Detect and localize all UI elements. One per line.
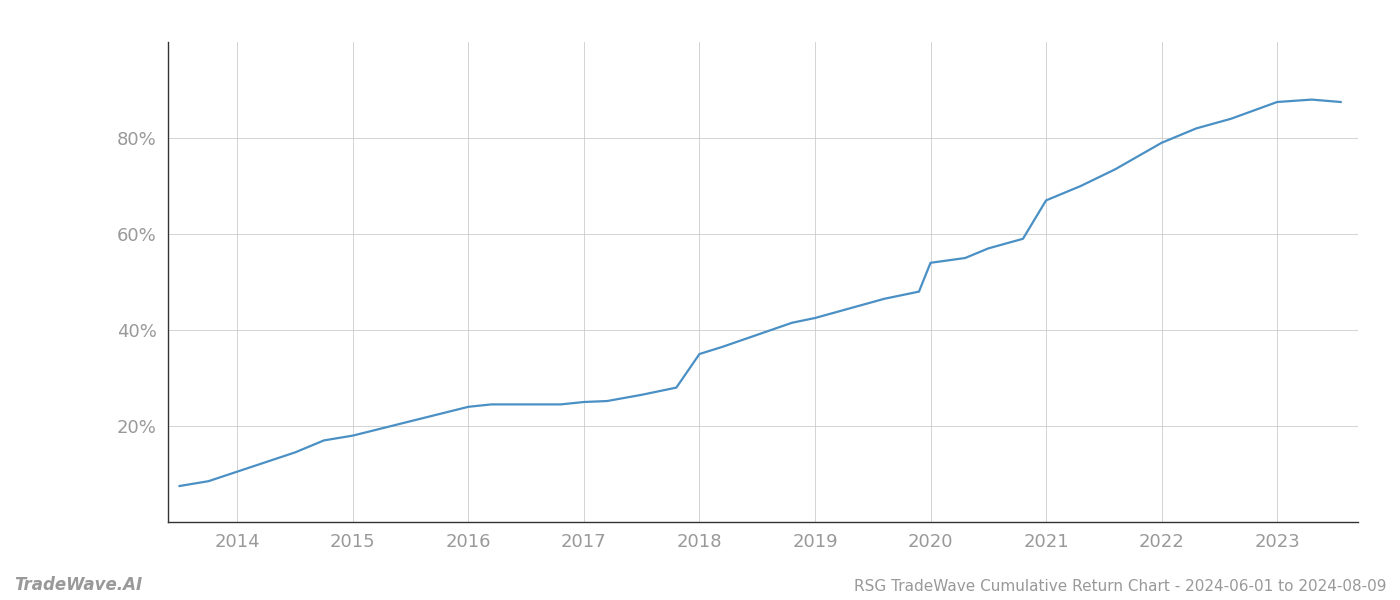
Text: RSG TradeWave Cumulative Return Chart - 2024-06-01 to 2024-08-09: RSG TradeWave Cumulative Return Chart - … <box>854 579 1386 594</box>
Text: TradeWave.AI: TradeWave.AI <box>14 576 143 594</box>
